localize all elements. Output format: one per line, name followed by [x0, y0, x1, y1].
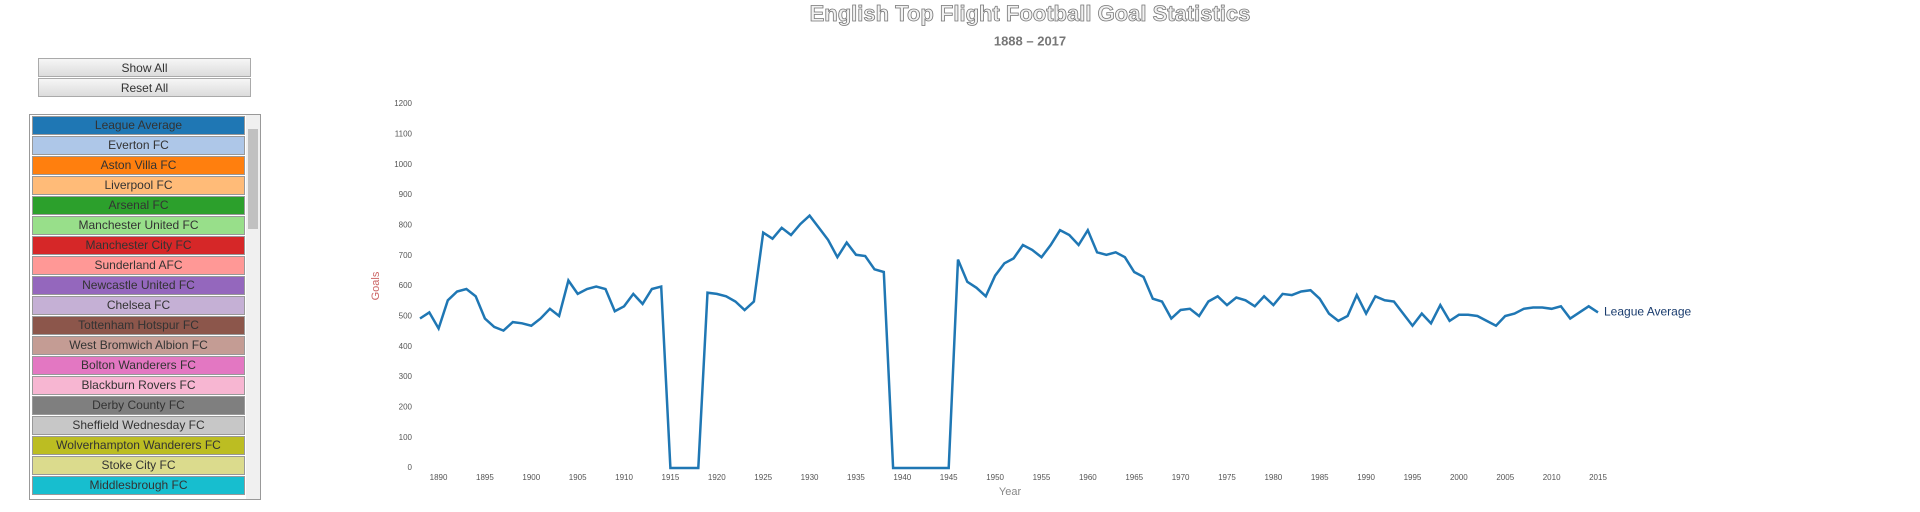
chart-title: English Top Flight Football Goal Statist…	[810, 1, 1251, 26]
x-tick-label: 1950	[986, 473, 1004, 482]
x-tick-label: 2010	[1543, 473, 1561, 482]
team-item[interactable]: Chelsea FC	[32, 296, 245, 315]
scroll-thumb[interactable]	[248, 129, 258, 229]
x-tick-label: 1890	[430, 473, 448, 482]
x-tick-label: 1945	[940, 473, 958, 482]
y-tick-label: 1100	[395, 129, 413, 138]
y-tick-label: 100	[399, 433, 413, 442]
x-tick-label: 1965	[1125, 473, 1143, 482]
team-item[interactable]: League Average	[32, 116, 245, 135]
team-item[interactable]: Blackburn Rovers FC	[32, 376, 245, 395]
x-tick-label: 2005	[1496, 473, 1514, 482]
team-item[interactable]: Manchester United FC	[32, 216, 245, 235]
reset-all-button[interactable]: Reset All	[38, 78, 251, 97]
x-tick-label: 1925	[754, 473, 772, 482]
x-tick-label: 2015	[1589, 473, 1607, 482]
y-tick-label: 0	[408, 463, 413, 472]
x-tick-label: 1975	[1218, 473, 1236, 482]
y-tick-label: 300	[399, 372, 413, 381]
team-item[interactable]: Stoke City FC	[32, 456, 245, 475]
x-tick-label: 1905	[569, 473, 587, 482]
y-tick-label: 900	[399, 190, 413, 199]
x-tick-label: 1980	[1264, 473, 1282, 482]
x-tick-label: 1920	[708, 473, 726, 482]
team-item[interactable]: Everton FC	[32, 136, 245, 155]
x-tick-label: 1955	[1033, 473, 1051, 482]
y-tick-label: 800	[399, 220, 413, 229]
x-tick-label: 1985	[1311, 473, 1329, 482]
y-tick-label: 400	[399, 342, 413, 351]
x-tick-label: 1940	[893, 473, 911, 482]
team-item[interactable]: Middlesbrough FC	[32, 476, 245, 495]
team-item[interactable]: Liverpool FC	[32, 176, 245, 195]
x-tick-label: 1930	[801, 473, 819, 482]
team-item[interactable]: Newcastle United FC	[32, 276, 245, 295]
x-tick-label: 1915	[662, 473, 680, 482]
y-tick-label: 500	[399, 311, 413, 320]
team-item[interactable]: Tottenham Hotspur FC	[32, 316, 245, 335]
team-item[interactable]: Manchester City FC	[32, 236, 245, 255]
series-label: League Average	[1604, 305, 1692, 319]
line	[419, 213, 1599, 470]
x-tick-label: 1910	[615, 473, 633, 482]
x-tick-label: 1995	[1404, 473, 1422, 482]
x-tick-label: 1970	[1172, 473, 1190, 482]
y-tick-label: 200	[399, 402, 413, 411]
y-tick-label: 1200	[394, 99, 412, 108]
team-item[interactable]: Arsenal FC	[32, 196, 245, 215]
scrollbar[interactable]	[246, 115, 260, 499]
y-tick-label: 1000	[394, 160, 412, 169]
x-tick-label: 1895	[476, 473, 494, 482]
show-all-button[interactable]: Show All	[38, 58, 251, 77]
y-axis-label: Goals	[370, 271, 382, 300]
chart-subtitle: 1888 – 2017	[994, 33, 1066, 48]
team-item[interactable]: Derby County FC	[32, 396, 245, 415]
team-list: League Average Everton FC Aston Villa FC Li…	[29, 114, 261, 500]
x-axis-label: Year	[999, 486, 1022, 498]
x-tick-label: 1935	[847, 473, 865, 482]
team-item[interactable]: Bolton Wanderers FC	[32, 356, 245, 375]
x-tick-label: 1960	[1079, 473, 1097, 482]
team-item[interactable]: Sheffield Wednesday FC	[32, 416, 245, 435]
x-tick-label: 1900	[522, 473, 540, 482]
team-item[interactable]: Wolverhampton Wanderers FC	[32, 436, 245, 455]
team-item[interactable]: Sunderland AFC	[32, 256, 245, 275]
y-tick-label: 600	[399, 281, 413, 290]
team-item[interactable]: West Bromwich Albion FC	[32, 336, 245, 355]
team-item[interactable]: Aston Villa FC	[32, 156, 245, 175]
y-tick-label: 700	[399, 251, 413, 260]
x-tick-label: 2000	[1450, 473, 1468, 482]
x-tick-label: 1990	[1357, 473, 1375, 482]
